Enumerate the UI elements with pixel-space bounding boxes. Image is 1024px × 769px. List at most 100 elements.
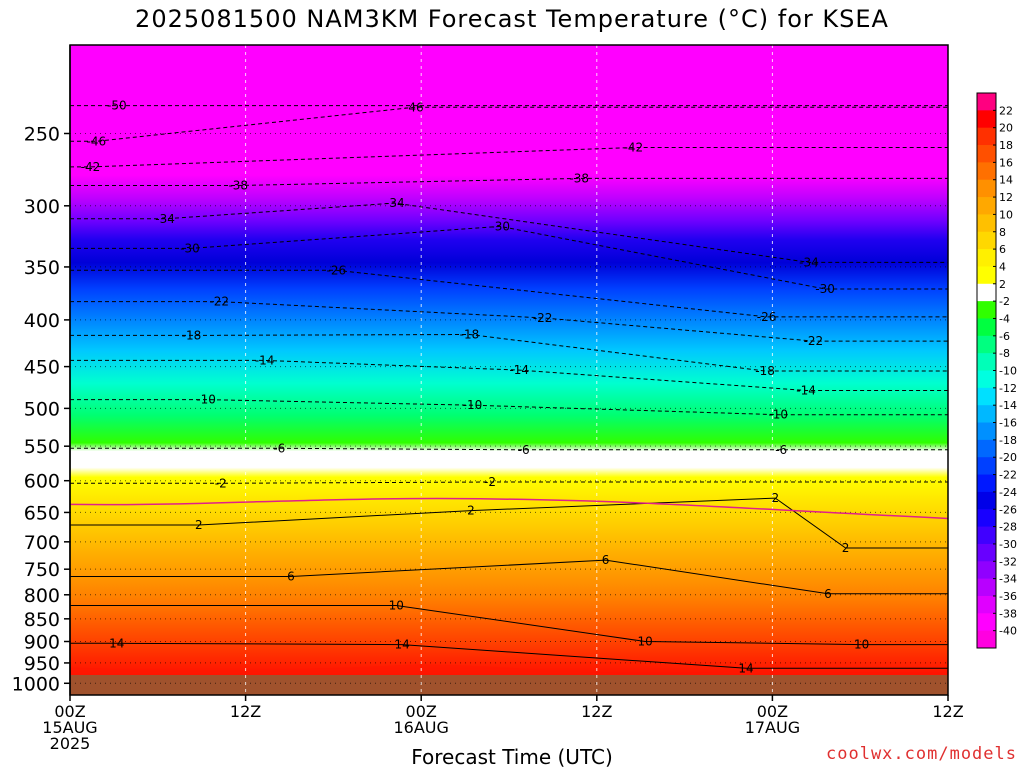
contour-label: -22 xyxy=(533,311,553,325)
contour-label: -6 xyxy=(775,443,787,457)
y-tick-label: 1000 xyxy=(12,673,60,695)
colorbar-swatch xyxy=(977,457,996,476)
contour-label: -10 xyxy=(768,408,788,422)
contour-label: -2 xyxy=(215,476,227,490)
contour-label: -2 xyxy=(484,475,496,489)
contour-label: 2 xyxy=(467,504,475,518)
colorbar-label: -10 xyxy=(999,365,1017,378)
colorbar-label: 10 xyxy=(999,208,1013,221)
contour-line xyxy=(70,147,948,168)
freezing-line xyxy=(69,497,949,520)
contour-label: -26 xyxy=(757,310,777,324)
watermark-link[interactable]: coolwx.com/models xyxy=(826,744,1017,764)
colorbar-label: -4 xyxy=(999,312,1010,325)
colorbar-swatch xyxy=(977,370,996,389)
colorbar-swatch xyxy=(977,214,996,233)
colorbar-swatch xyxy=(977,543,996,562)
x-tick-label: 16AUG xyxy=(393,718,448,737)
contour-line xyxy=(70,177,948,186)
y-axis: 2503003504004505005506006507007508008509… xyxy=(12,45,71,695)
colorbar-label: -12 xyxy=(999,382,1017,395)
colorbar-swatch xyxy=(977,127,996,146)
colorbar-label: -36 xyxy=(999,590,1017,603)
x-tick-label: 12Z xyxy=(581,702,612,721)
contour-label: 6 xyxy=(287,570,295,584)
x-tick-label: 00Z xyxy=(757,702,788,721)
field-gradient xyxy=(70,45,948,695)
colorbar-label: -40 xyxy=(999,625,1017,638)
y-tick-label: 250 xyxy=(24,123,60,145)
y-tick-label: 950 xyxy=(24,653,60,675)
y-tick-label: 900 xyxy=(24,631,60,653)
colorbar-label: 6 xyxy=(999,243,1006,256)
colorbar-label: -28 xyxy=(999,521,1017,534)
colorbar-swatch xyxy=(977,93,996,111)
contour-label: 2 xyxy=(772,491,780,505)
colorbar-swatch xyxy=(977,422,996,441)
y-tick-label: 700 xyxy=(24,532,60,554)
contour-line xyxy=(70,399,948,416)
contour-label: -30 xyxy=(180,241,200,255)
y-tick-label: 850 xyxy=(24,609,60,631)
colorbar-swatch xyxy=(977,249,996,267)
contour-label: -14 xyxy=(796,384,816,398)
colorbar-swatch xyxy=(977,526,996,545)
colorbar-swatch xyxy=(977,491,996,510)
colorbar-label: -22 xyxy=(999,469,1017,482)
colorbar-label: 8 xyxy=(999,226,1006,239)
colorbar-label: -30 xyxy=(999,538,1017,551)
contour-label: -26 xyxy=(327,263,347,277)
colorbar-label: 2 xyxy=(999,278,1006,291)
y-tick-label: 750 xyxy=(24,559,60,581)
colorbar-label: -20 xyxy=(999,451,1017,464)
y-tick-label: 550 xyxy=(24,436,60,458)
y-tick-label: 500 xyxy=(24,398,60,420)
colorbar-swatch xyxy=(977,353,996,371)
colorbar-swatch xyxy=(977,283,996,302)
contour-label: -6 xyxy=(518,443,530,457)
contour-label: -34 xyxy=(155,212,175,226)
contour-label: -38 xyxy=(228,178,248,192)
terrain-below-ground xyxy=(70,675,948,695)
contour-lines xyxy=(69,105,949,669)
colorbar-label: 22 xyxy=(999,104,1013,117)
temperature-field xyxy=(70,45,948,695)
colorbar-label: -18 xyxy=(999,434,1017,447)
x-tick-label: 00Z xyxy=(406,702,437,721)
contour-label: -50 xyxy=(107,99,127,113)
colorbar-swatch xyxy=(977,474,996,493)
contour-label: -46 xyxy=(87,134,107,148)
colorbar-swatch xyxy=(977,266,996,285)
contour-line xyxy=(70,333,948,372)
contour-label: -42 xyxy=(624,141,644,155)
y-tick-label: 450 xyxy=(24,357,60,379)
y-tick-label: 350 xyxy=(24,257,60,279)
colorbar-label: 4 xyxy=(999,260,1006,273)
x-axis-label: Forecast Time (UTC) xyxy=(411,745,613,769)
contour-label: -30 xyxy=(815,282,835,296)
contour-label: -10 xyxy=(463,398,483,412)
contour-line xyxy=(70,359,948,391)
contour-label: 2 xyxy=(842,541,850,555)
contour-line xyxy=(70,106,948,142)
x-tick-label: 17AUG xyxy=(745,718,800,737)
colorbar-swatch xyxy=(977,561,996,580)
contour-label: 10 xyxy=(389,599,404,613)
colorbar-label: -24 xyxy=(999,486,1017,499)
contour-label: 14 xyxy=(109,636,124,650)
colorbar-label: -2 xyxy=(999,295,1010,308)
y-tick-label: 400 xyxy=(24,310,60,332)
colorbar-label: -14 xyxy=(999,399,1017,412)
plot-frame xyxy=(69,44,949,696)
y-tick-label: 650 xyxy=(24,502,60,524)
contour-label: 14 xyxy=(738,661,753,675)
x-tick-label: 12Z xyxy=(932,702,963,721)
contour-label: -34 xyxy=(799,255,819,269)
contour-label: 2 xyxy=(195,518,203,532)
colorbar-swatch xyxy=(977,613,996,632)
contour-label: 6 xyxy=(602,553,610,567)
contour-label: -18 xyxy=(182,328,202,342)
colorbar-swatch xyxy=(977,197,996,215)
